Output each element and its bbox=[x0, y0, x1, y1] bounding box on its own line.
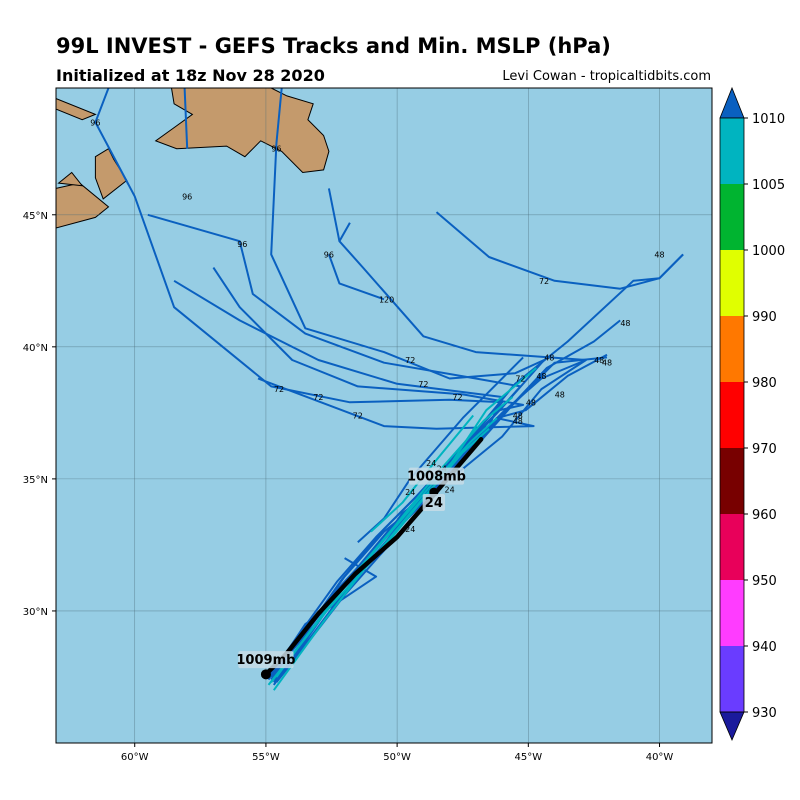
colorbar-segment bbox=[720, 646, 744, 712]
forecast-hour-label: 48 bbox=[555, 390, 565, 399]
longitude-tick-label: 45°W bbox=[515, 752, 543, 763]
track-start-marker bbox=[260, 669, 271, 680]
forecast-hour-label: 72 bbox=[418, 380, 428, 389]
forecast-hour-label: 72 bbox=[313, 393, 323, 402]
forecast-hour-label: 72 bbox=[515, 375, 525, 384]
map-axes: 60°W 55°W 50°W 45°W 40°W 45°N 40°N 35°N 30°N bbox=[23, 211, 674, 763]
ensemble-member-track-weak bbox=[267, 427, 490, 686]
forecast-hour-label: 24 bbox=[405, 525, 415, 534]
colorbar-extend-high bbox=[719, 86, 745, 119]
annotation-box bbox=[408, 467, 465, 485]
forecast-hour-label: 96 bbox=[90, 118, 100, 127]
latitude-tick-label: 35°N bbox=[23, 475, 48, 486]
forecast-hour-label: 24 bbox=[405, 488, 415, 497]
forecast-hour-label: 24 bbox=[445, 485, 455, 494]
colorbar-level-label: 950 bbox=[752, 574, 777, 589]
ensemble-member-track-weak bbox=[275, 396, 514, 678]
ensemble-member-track bbox=[183, 88, 189, 149]
ensemble-member-track bbox=[338, 222, 351, 242]
forecast-hour-label: 96 bbox=[182, 192, 192, 201]
longitude-tick-label: 60°W bbox=[121, 752, 149, 763]
colorbar-frame bbox=[719, 117, 745, 713]
longitude-tick-label: 40°W bbox=[646, 752, 674, 763]
map-ocean bbox=[56, 88, 712, 743]
land-layer bbox=[56, 88, 330, 229]
colorbar-level-label: 940 bbox=[752, 640, 777, 655]
map-frame bbox=[55, 87, 713, 744]
forecast-hour-label: 72 bbox=[353, 412, 363, 421]
forecast-hour-label: 96 bbox=[237, 240, 247, 249]
latitude-tick-label: 30°N bbox=[23, 607, 48, 618]
ensemble-member-track bbox=[435, 211, 684, 290]
forecast-hour-label: 48 bbox=[536, 372, 546, 381]
colorbar-level-label: 1000 bbox=[752, 244, 785, 259]
forecast-hour-label: 48 bbox=[654, 250, 664, 259]
forecast-hour-label: 72 bbox=[274, 385, 284, 394]
colorbar-segment bbox=[720, 316, 744, 382]
graticule bbox=[56, 88, 712, 743]
colorbar-level-label: 930 bbox=[752, 706, 777, 721]
ensemble-member-track bbox=[330, 359, 587, 612]
colorbar-level-label: 990 bbox=[752, 310, 777, 325]
colorbar-level-label: 1005 bbox=[752, 178, 785, 193]
forecast-hour-label: 96 bbox=[324, 250, 334, 259]
colorbar-segment bbox=[720, 250, 744, 316]
forecast-hour-label: 72 bbox=[405, 356, 415, 365]
annotation-box bbox=[422, 493, 446, 511]
forecast-hour-label: 72 bbox=[452, 393, 462, 402]
forecast-hour-label: 120 bbox=[379, 295, 394, 304]
chart-title: 99L INVEST - GEFS Tracks and Min. MSLP (… bbox=[56, 34, 611, 58]
forecast-hour-label: 48 bbox=[544, 353, 554, 362]
ensemble-mean-track bbox=[263, 437, 484, 677]
credit: Levi Cowan - tropicaltidbits.com bbox=[502, 69, 711, 84]
annotation-box bbox=[238, 651, 294, 669]
ensemble-member-track-weak bbox=[272, 367, 537, 691]
colorbar-segment bbox=[720, 514, 744, 580]
colorbar-level-label: 960 bbox=[752, 508, 777, 523]
pressure-annotation: 24 bbox=[425, 496, 443, 511]
latitude-tick-label: 40°N bbox=[23, 343, 48, 354]
ensemble-member-track bbox=[94, 88, 504, 678]
ensemble-member-track bbox=[327, 254, 385, 301]
init-time: Initialized at 18z Nov 28 2020 bbox=[56, 66, 325, 85]
pressure-colorbar: 1010 1005 1000 990 980 970 960 950 940 930 bbox=[719, 86, 785, 742]
landmass bbox=[57, 171, 84, 187]
forecast-hour-label: 48 bbox=[620, 319, 630, 328]
forecast-hour-label: 48 bbox=[513, 412, 523, 421]
colorbar-level-label: 1010 bbox=[752, 112, 785, 127]
forecast-hour-label: 48 bbox=[594, 356, 604, 365]
landmass bbox=[56, 98, 97, 121]
forecast-hour-label: 72 bbox=[539, 277, 549, 286]
forecast-hour-label: 24 bbox=[426, 459, 436, 468]
colorbar-segment bbox=[720, 448, 744, 514]
colorbar-level-label: 980 bbox=[752, 376, 777, 391]
pressure-annotation: 1009mb bbox=[236, 653, 295, 668]
colorbar-segment bbox=[720, 184, 744, 250]
colorbar-extend-low bbox=[719, 711, 745, 742]
colorbar-segment bbox=[720, 382, 744, 448]
pressure-annotation: 1008mb bbox=[407, 470, 466, 485]
latitude-tick-label: 45°N bbox=[23, 211, 48, 222]
longitude-tick-label: 55°W bbox=[252, 752, 280, 763]
forecast-hour-label: 48 bbox=[513, 417, 523, 426]
ensemble-member-track bbox=[275, 88, 283, 144]
forecast-hour-label: 48 bbox=[526, 398, 536, 407]
landmass bbox=[154, 88, 330, 174]
longitude-tick-label: 50°W bbox=[383, 752, 411, 763]
forecast-hour-label: 48 bbox=[602, 359, 612, 368]
colorbar-level-label: 970 bbox=[752, 442, 777, 457]
forecast-hour-label: 96 bbox=[271, 145, 281, 154]
colorbar-segment bbox=[720, 118, 744, 184]
colorbar-segment bbox=[720, 580, 744, 646]
